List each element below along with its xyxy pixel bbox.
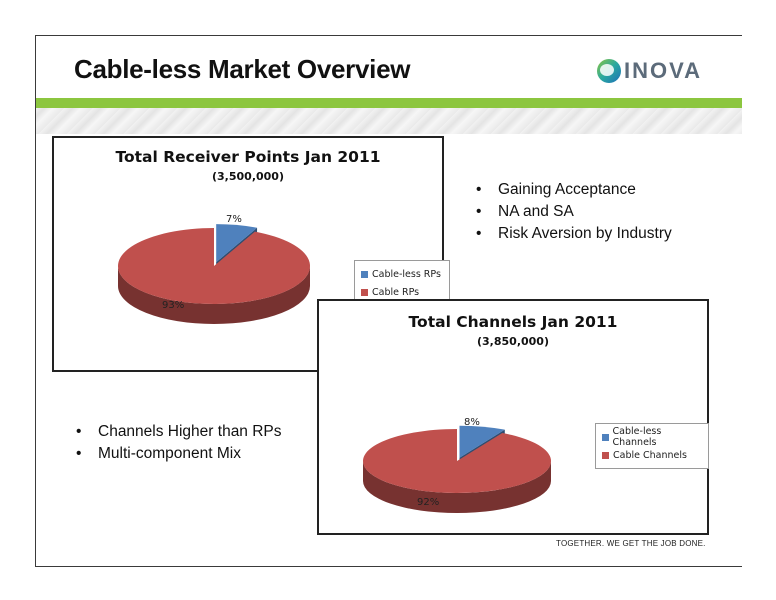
legend-swatch [602,433,609,441]
chart-subtitle: (3,850,000) [477,335,549,348]
pie-slice [362,429,551,493]
chart-title: Total Channels Jan 2011 [408,313,618,331]
pie-slice-side [363,461,551,513]
inova-logo: INOVA [596,56,726,86]
legend-item: Cable Channels [602,446,702,464]
legend-swatch [602,451,609,459]
pie-data-label: 92% [417,497,439,508]
pie-slice [216,224,258,263]
chart-legend: Cable-less RPs Cable RPs [354,260,450,306]
bullet-item: • NA and SA [476,203,574,220]
pie-data-label: 8% [464,417,480,428]
accent-bar [36,98,742,108]
chart-legend: Cable-less Channels Cable Channels [595,423,709,469]
slide: Cable-less Market Overview INOVA Total R… [35,35,742,567]
legend-item: Cable-less Channels [602,426,702,448]
legend-label: Cable RPs [372,286,420,298]
chart-subtitle: (3,500,000) [212,170,284,183]
legend-item: Cable RPs [361,283,443,301]
bullets-left: • Channels Higher than RPs • Multi-compone… [76,421,282,465]
legend-label: Cable-less Channels [612,426,662,448]
bullet-item: • Risk Aversion by Industry [476,225,672,242]
slide-title: Cable-less Market Overview [74,54,411,84]
bullet-item: • Gaining Acceptance [476,181,636,198]
texture-band [36,108,742,134]
chart-title: Total Receiver Points Jan 2011 [115,148,381,166]
bullets-right: • Gaining Acceptance • NA and SA • Risk Ave… [476,179,672,245]
pie-slice [459,425,505,458]
logo-text: INOVA [624,58,703,83]
logo-globe-icon [597,59,621,83]
pie-data-label: 7% [226,214,242,225]
bullet-item: • Channels Higher than RPs [76,423,282,440]
pie-slice [118,228,311,304]
pie-data-label: 93% [162,300,184,311]
legend-label: Cable-less RPs [372,268,441,280]
legend-item: Cable-less RPs [361,265,443,283]
chart-channels: Total Channels Jan 2011 (3,850,000) 8% 92… [317,299,709,535]
pie-slice-side [118,266,310,324]
bullet-item: • Multi-component Mix [76,445,241,462]
legend-swatch [361,288,368,296]
legend-label: Cable Channels [613,449,687,461]
pie-chart-2: 8% 92% [362,417,551,513]
legend-swatch [361,270,368,278]
footer-tagline: TOGETHER. WE GET THE JOB DONE. [556,539,706,548]
pie-chart-1: 7% 93% [118,214,311,324]
